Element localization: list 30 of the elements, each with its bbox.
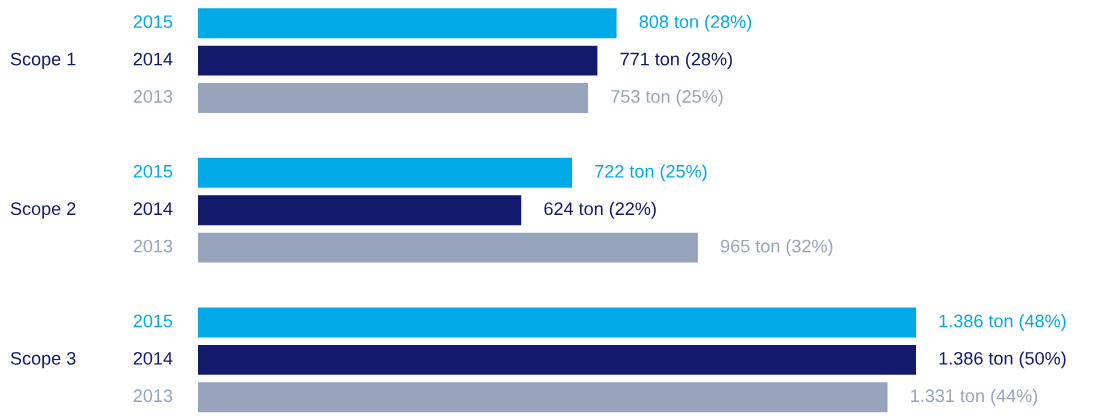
bar <box>198 232 698 263</box>
data-label: 1.386 ton (50%) <box>939 351 1066 369</box>
data-label: 808 ton (28%) <box>639 14 752 32</box>
data-label: 771 ton (28%) <box>620 52 732 70</box>
y-tick-label: Scope 3 <box>10 351 76 369</box>
text: 2013 <box>133 239 173 253</box>
text: 2014 <box>133 351 173 365</box>
text: 2014 <box>133 202 173 216</box>
data-label: 753 ton (25%) <box>611 89 723 107</box>
y-tick-label: Scope 1 <box>10 52 76 70</box>
series-label: 2014 <box>133 52 173 66</box>
series-label: 2015 <box>133 15 173 29</box>
text: 2013 <box>133 389 173 403</box>
bar <box>198 344 916 375</box>
bar <box>198 307 916 338</box>
data-label: 1.386 ton (48%) <box>939 314 1066 331</box>
text: 2015 <box>133 314 173 328</box>
series-label: 2013 <box>133 90 173 103</box>
data-label: 722 ton (25%) <box>595 164 707 182</box>
bar <box>198 195 522 226</box>
bar <box>198 83 589 113</box>
bar <box>198 157 573 188</box>
data-label: 1.331 ton (44%) <box>911 388 1038 406</box>
bar <box>198 382 888 413</box>
text: 2015 <box>133 164 173 178</box>
bar <box>198 45 598 76</box>
data-label: 965 ton (32%) <box>720 239 833 257</box>
bar <box>198 8 617 39</box>
data-label: 624 ton (22%) <box>544 201 656 219</box>
y-tick-label: Scope 2 <box>10 202 76 219</box>
